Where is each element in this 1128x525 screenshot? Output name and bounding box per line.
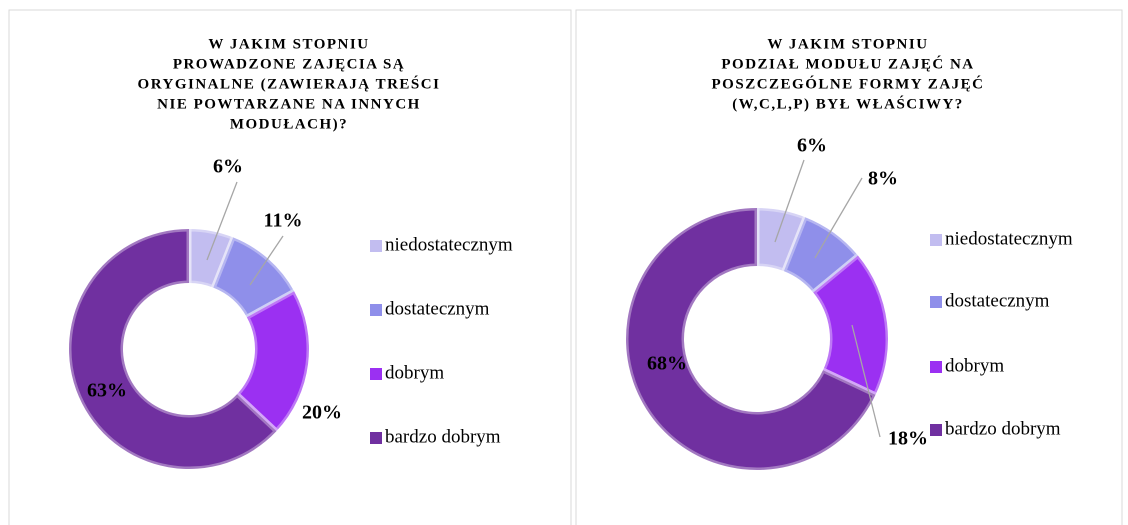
chart-title: NIE POWTARZANE NA INNYCH: [157, 96, 421, 112]
chart-title: PODZIAŁ MODUŁU ZAJĘĆ NA: [721, 55, 974, 72]
legend-label: dobrym: [945, 355, 1004, 376]
donut-slice: [754, 205, 809, 275]
donut-slice: [66, 226, 281, 472]
donut-slice: [809, 251, 891, 399]
donut-slice: [233, 287, 312, 435]
legend-label: niedostatecznym: [385, 234, 513, 255]
legend-swatch: [930, 424, 942, 436]
data-label: 6%: [213, 156, 243, 178]
legend-swatch: [370, 368, 382, 380]
legend-label: dostatecznym: [385, 298, 490, 319]
donut-slice: [623, 205, 879, 473]
chart-title: W JAKIM STOPNIU: [208, 36, 369, 52]
data-label: 63%: [87, 380, 127, 402]
legend-label: dostatecznym: [945, 290, 1050, 311]
leader-line: [249, 235, 284, 286]
legend-swatch: [370, 304, 382, 316]
data-label: 18%: [888, 428, 928, 450]
data-label: 20%: [302, 402, 342, 424]
donut-slice: [780, 213, 862, 296]
legend-swatch: [370, 432, 382, 444]
donut-slice: [210, 234, 298, 321]
chart-title: PROWADZONE ZAJĘCIA SĄ: [173, 56, 405, 72]
legend-label: bardzo dobrym: [385, 426, 501, 447]
leader-line: [851, 324, 881, 438]
legend-swatch: [370, 240, 382, 252]
chart-title: MODUŁACH)?: [230, 116, 348, 132]
leader-line: [774, 159, 805, 243]
chart-title: (W,C,L,P) BYŁ WŁAŚCIWY?: [732, 95, 964, 112]
data-label: 6%: [797, 135, 827, 157]
legend-label: niedostatecznym: [945, 228, 1073, 249]
legend-swatch: [930, 296, 942, 308]
chart-title: POSZCZEGÓLNE FORMY ZAJĘĆ: [712, 75, 985, 92]
legend-swatch: [930, 361, 942, 373]
legend-swatch: [930, 234, 942, 246]
chart-title: ORYGINALNE (ZAWIERAJĄ TREŚCI: [138, 75, 441, 92]
leader-line: [206, 181, 238, 261]
legend-label: dobrym: [385, 362, 444, 383]
data-label: 68%: [647, 353, 687, 375]
legend-label: bardzo dobrym: [945, 418, 1061, 439]
chart-title: W JAKIM STOPNIU: [767, 36, 928, 52]
data-label: 11%: [264, 210, 303, 232]
data-label: 8%: [868, 168, 898, 190]
leader-line: [814, 177, 863, 259]
